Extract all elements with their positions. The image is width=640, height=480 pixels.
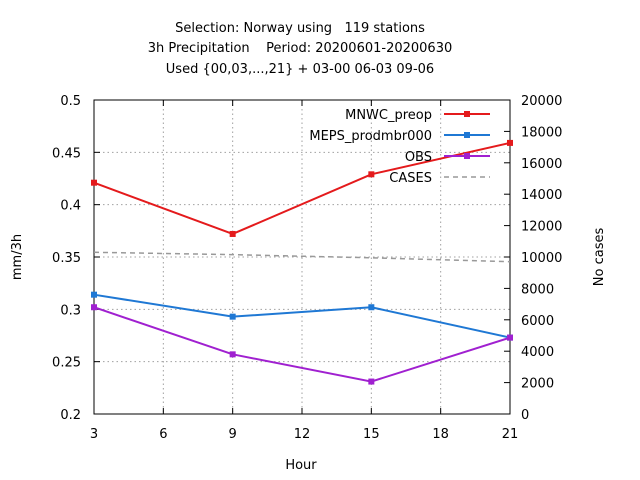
y2-tick-label: 16000 (521, 157, 562, 172)
x-tick-label: 12 (294, 427, 311, 442)
legend-marker-mnwc-preop (464, 111, 470, 117)
data-point-meps-prodmbr000 (229, 313, 236, 320)
y-axis-label: mm/3h (10, 234, 25, 280)
y2-tick-label: 6000 (521, 314, 554, 329)
y2-tick-label: 20000 (521, 94, 562, 109)
chart-title-line-3: Used {00,03,...,21} + 03-00 06-03 09-06 (165, 62, 435, 77)
data-point-mnwc-preop (229, 230, 236, 237)
data-point-mnwc-preop (368, 171, 375, 178)
series-line-mnwc-preop (93, 141, 511, 236)
data-point-mnwc-preop (507, 139, 513, 146)
legend-marker-meps-prodmbr000 (464, 132, 470, 138)
x-tick-label: 3 (90, 427, 98, 442)
y2-tick-label: 0 (521, 408, 529, 423)
legend-marker-obs (464, 153, 470, 159)
y2-tick-label: 4000 (521, 345, 554, 360)
y2-tick-label: 12000 (521, 220, 562, 235)
y-tick-label: 0.45 (52, 146, 81, 161)
legend-label-obs: OBS (405, 150, 432, 165)
data-point-obs (91, 304, 97, 311)
x-tick-label: 18 (432, 427, 449, 442)
y2-tick-label: 18000 (521, 125, 562, 140)
y2-tick-label: 14000 (521, 188, 562, 203)
x-tick-label: 21 (502, 427, 519, 442)
y-tick-label: 0.5 (60, 94, 81, 109)
series-line-obs (93, 306, 511, 383)
data-point-meps-prodmbr000 (91, 291, 97, 298)
chart-title-line-1: Selection: Norway using 119 stations (175, 21, 425, 36)
data-point-meps-prodmbr000 (368, 304, 375, 311)
y2-tick-label: 10000 (521, 251, 562, 266)
y-tick-label: 0.2 (60, 408, 81, 423)
y2-tick-label: 8000 (521, 282, 554, 297)
chart-title-line-2: 3h Precipitation Period: 20200601-202006… (147, 41, 453, 56)
series-line-meps-prodmbr000 (93, 293, 511, 339)
series-line-cases (93, 251, 511, 263)
legend-label-cases: CASES (389, 171, 432, 186)
x-axis-label: Hour (285, 458, 317, 473)
y-tick-label: 0.4 (60, 199, 81, 214)
legend-label-meps-prodmbr000: MEPS_prodmbr000 (309, 129, 432, 144)
legend-label-mnwc-preop: MNWC_preop (345, 108, 432, 123)
y-tick-label: 0.3 (60, 303, 81, 318)
y2-axis-label: No cases (592, 228, 607, 287)
data-point-obs (507, 334, 513, 341)
grid-lines (94, 100, 510, 414)
legend: MNWC_preop MEPS_prodmbr000 OBS CASES (309, 108, 490, 186)
series-group (91, 139, 513, 385)
data-point-mnwc-preop (91, 179, 97, 186)
x-tick-label: 15 (363, 427, 380, 442)
y2-tick-label: 2000 (521, 377, 554, 392)
y-tick-label: 0.25 (52, 356, 81, 371)
data-point-obs (229, 351, 236, 358)
x-tick-label: 9 (229, 427, 237, 442)
y-tick-label: 0.35 (52, 251, 81, 266)
data-point-obs (368, 378, 375, 385)
axis-ticks: 3 6 9 12 15 18 21 0.2 0.25 0.3 0.35 0.4 0.45 0.5 0 2000… (52, 94, 562, 442)
x-tick-label: 6 (159, 427, 167, 442)
